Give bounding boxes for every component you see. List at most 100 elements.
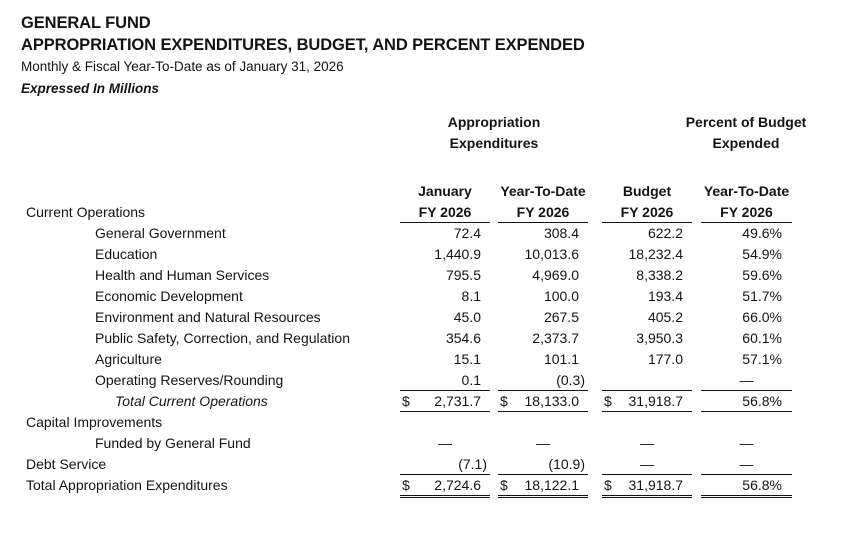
column-subheader-year-to-date: FY 2026 <box>498 202 588 223</box>
cell-year-to-date: (0.3) <box>498 370 588 391</box>
column-header-row: January Year-To-Date Budget Year-To-Date <box>0 181 792 202</box>
cell-january <box>400 412 490 433</box>
table-row: Funded by General Fund — — — — <box>0 433 792 454</box>
group-header-line: Percent of Budget <box>685 114 807 130</box>
row-label: Economic Development <box>95 288 243 304</box>
cell-year-to-date: 2,373.7 <box>532 330 579 346</box>
table-row: Operating Reserves/Rounding 0.1 (0.3) — <box>0 370 792 391</box>
column-header-spacer <box>0 181 400 202</box>
cell-percent-expended: — <box>739 435 754 451</box>
doc-header: GENERAL FUND APPROPRIATION EXPENDITURES,… <box>21 12 585 99</box>
cell-january: 45.0 <box>453 309 481 325</box>
cell-january: (7.1) <box>400 454 490 475</box>
cell-year-to-date: 100.0 <box>543 288 579 304</box>
cell-january: — <box>438 435 452 451</box>
dollar-sign: $ <box>402 392 410 409</box>
table-row: Capital Improvements <box>0 412 792 433</box>
dollar-sign: $ <box>500 476 508 493</box>
row-label: Public Safety, Correction, and Regulatio… <box>95 330 350 346</box>
cell-budget: 405.2 <box>647 309 683 325</box>
units-note: Expressed In Millions <box>21 81 160 96</box>
dollar-sign: $ <box>604 476 612 493</box>
cell-year-to-date: 308.4 <box>543 225 579 241</box>
table-row: Total Current Operations $2,731.7 $18,133.… <box>0 391 792 412</box>
cell-percent-expended: 56.8% <box>701 475 792 498</box>
cell-budget <box>602 370 692 391</box>
row-label: Debt Service <box>26 456 107 472</box>
cell-year-to-date: 10,013.6 <box>524 246 580 262</box>
cell-budget: 193.4 <box>647 288 683 304</box>
cell-percent-expended <box>701 412 792 433</box>
cell-january: 72.4 <box>453 225 481 241</box>
group-header-percent-of-budget: Percent of Budget Expended <box>651 112 841 154</box>
column-header-percent-expended: Year-To-Date <box>703 183 790 199</box>
group-header-line: Expenditures <box>449 135 539 151</box>
cell-percent-expended: 56.8% <box>701 391 792 412</box>
report-subtitle: Monthly & Fiscal Year-To-Date as of Janu… <box>21 59 344 74</box>
table-row: Agriculture 15.1 101.1 177.0 57.1% <box>0 349 792 370</box>
cell-budget: $31,918.7 <box>602 391 692 412</box>
group-header-line: Appropriation <box>447 114 541 130</box>
row-label: Capital Improvements <box>26 414 163 430</box>
cell-budget: 18,232.4 <box>628 246 684 262</box>
row-label: Funded by General Fund <box>95 435 251 451</box>
cell-percent-expended: 57.1% <box>742 351 782 367</box>
cell-percent-expended: 60.1% <box>742 330 782 346</box>
table-row: Environment and Natural Resources 45.0 267… <box>0 307 792 328</box>
table-body: General Government 72.4 308.4 622.2 49.6% Edu… <box>0 223 792 498</box>
table-row: Education 1,440.9 10,013.6 18,232.4 54.9% <box>0 244 792 265</box>
cell-percent-expended: 59.6% <box>742 267 782 283</box>
cell-year-to-date: — <box>536 435 550 451</box>
cell-budget: 8,338.2 <box>636 267 683 283</box>
cell-budget: 3,950.3 <box>636 330 683 346</box>
report-title: APPROPRIATION EXPENDITURES, BUDGET, AND … <box>21 36 585 54</box>
cell-budget: 622.2 <box>647 225 683 241</box>
cell-january: 0.1 <box>400 370 490 391</box>
row-label: Education <box>95 246 158 262</box>
table-row: Economic Development 8.1 100.0 193.4 51.7% <box>0 286 792 307</box>
cell-january: 795.5 <box>445 267 481 283</box>
row-label: Total Current Operations <box>115 393 268 409</box>
dollar-sign: $ <box>500 392 508 409</box>
group-header-line: Expended <box>712 135 780 151</box>
cell-year-to-date: $18,122.1 <box>498 475 588 498</box>
table-row: Debt Service (7.1) (10.9) — — <box>0 454 792 475</box>
amount: 2,731.7 <box>434 392 481 409</box>
cell-percent-expended: 66.0% <box>742 309 782 325</box>
cell-january: 8.1 <box>461 288 481 304</box>
column-subheader-budget: FY 2026 <box>602 202 692 223</box>
cell-budget: 177.0 <box>647 351 683 367</box>
column-header-budget: Budget <box>622 183 672 199</box>
cell-percent-expended: 51.7% <box>742 288 782 304</box>
cell-budget: — <box>640 435 654 451</box>
column-header-year-to-date: Year-To-Date <box>500 183 586 199</box>
column-subheader-row: Current Operations FY 2026 FY 2026 FY 20… <box>0 202 792 223</box>
fund-title: GENERAL FUND <box>21 14 151 32</box>
column-subheader-percent-expended: FY 2026 <box>701 202 792 223</box>
row-label: Health and Human Services <box>95 267 270 283</box>
cell-january: $2,724.6 <box>400 475 490 498</box>
cell-january: 15.1 <box>453 351 481 367</box>
group-header-appropriation-expenditures: Appropriation Expenditures <box>400 112 588 154</box>
amount: 18,133.0 <box>524 392 580 409</box>
amount: 2,724.6 <box>434 476 481 493</box>
row-label: Environment and Natural Resources <box>95 309 321 325</box>
cell-year-to-date <box>498 412 588 433</box>
table-row: Public Safety, Correction, and Regulatio… <box>0 328 792 349</box>
row-label: General Government <box>95 225 226 241</box>
table-row: Total Appropriation Expenditures $2,724.6… <box>0 475 792 498</box>
dollar-sign: $ <box>604 392 612 409</box>
column-subheader-january: FY 2026 <box>400 202 490 223</box>
row-label: Operating Reserves/Rounding <box>95 372 284 388</box>
cell-budget <box>602 412 692 433</box>
amount: 18,122.1 <box>524 476 580 493</box>
cell-percent-expended: 54.9% <box>742 246 782 262</box>
cell-budget: — <box>602 454 692 475</box>
row-label: Agriculture <box>95 351 162 367</box>
cell-year-to-date: 267.5 <box>543 309 579 325</box>
cell-percent-expended: — <box>701 370 792 391</box>
table-row: Health and Human Services 795.5 4,969.0 8,3… <box>0 265 792 286</box>
cell-year-to-date: 101.1 <box>543 351 579 367</box>
amount: 31,918.7 <box>628 476 684 493</box>
